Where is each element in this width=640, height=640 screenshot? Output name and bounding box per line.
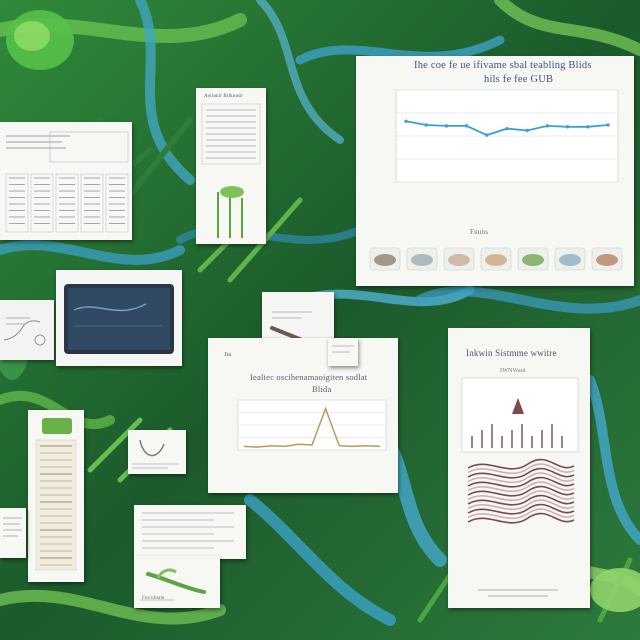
table-grid [5, 131, 129, 233]
plot-area [461, 377, 579, 453]
chart2-title-line1: Iealiec oscihenamaoigiten sodlat [250, 372, 368, 382]
chart2-header: Jia [224, 352, 232, 358]
list-header-icon [42, 418, 72, 434]
data-point [586, 125, 590, 129]
card-heading: Aviinnil Bilkoodr [204, 94, 243, 99]
line-chart [369, 89, 623, 271]
table-text-lines [6, 135, 70, 149]
monitor-card [56, 270, 182, 366]
wave-line [467, 503, 575, 515]
schematic-card [0, 300, 54, 360]
data-point [404, 119, 408, 123]
rhythm-card: Inkwin Sistmme wwitre IWNWaui [448, 328, 590, 608]
chart-title-line2: hils fe fee GUB [484, 74, 554, 85]
strip-lines [332, 345, 354, 353]
table-column [105, 173, 129, 233]
spike-chart-card: Jia Iealiec oscihenamaoigiten sodlat Bli… [208, 338, 398, 493]
waveform-figure [461, 377, 579, 597]
table-card [0, 122, 132, 240]
data-point [485, 133, 489, 137]
wave-line [467, 476, 575, 488]
wave-line [467, 485, 575, 497]
icon-glyph [485, 254, 507, 266]
chart2-title-line2: Blida [312, 384, 332, 394]
form-card: Aviinnil Bilkoodr [196, 88, 266, 244]
strip-card [328, 338, 358, 366]
data-point [505, 126, 509, 131]
icon-glyph [522, 254, 544, 266]
plant-sketch [140, 568, 206, 601]
table-column [55, 173, 79, 233]
chart-footer: Fuuns [470, 228, 489, 236]
small-note-card [0, 508, 26, 558]
line-chart-card: Ihe coe fe ue ifivame sbal teabling Blid… [356, 56, 634, 286]
wave-line [467, 499, 575, 511]
rhythm-card-title: Inkwin Sistmme wwitre [466, 348, 557, 358]
table-header-box [49, 131, 129, 163]
schematic-sketch [0, 300, 54, 360]
icon-glyph [448, 254, 470, 266]
monitor-screen [56, 270, 182, 366]
data-point [606, 123, 610, 127]
hook-card [128, 430, 186, 474]
wave-line [467, 467, 575, 479]
series-line [243, 406, 381, 448]
icon-glyph [411, 254, 433, 266]
table-column [30, 173, 54, 233]
rhythm-card-subtitle: IWNWaui [500, 368, 526, 374]
hook-sketch [132, 439, 178, 469]
icon-glyph [559, 254, 581, 266]
chart-title-line1: Ihe coe fe ue ifivame sbal teabling Blid… [414, 60, 592, 71]
plant-card-label: Ferrulnam [142, 596, 165, 601]
curve-card [8, 298, 54, 360]
bottom-form-card [134, 505, 246, 559]
icon-glyph [374, 254, 396, 266]
data-point [545, 124, 550, 128]
icon-glyph [596, 254, 618, 266]
vertical-list-card [28, 410, 84, 582]
table-column [80, 173, 104, 233]
peak-marker [512, 398, 524, 414]
wave-line [467, 494, 575, 506]
wave-line [467, 481, 575, 493]
wave-line [467, 512, 575, 524]
data-point [424, 123, 428, 127]
note-lines [3, 517, 22, 537]
data-point [444, 124, 449, 128]
caption-lines [478, 589, 558, 597]
vertical-list [35, 418, 77, 571]
spike-line-chart [237, 399, 387, 451]
data-point [525, 128, 529, 133]
form-lines [142, 512, 234, 549]
form-lines [201, 103, 261, 238]
data-point [464, 124, 469, 128]
list-body [35, 439, 77, 571]
wave-line [467, 472, 575, 484]
wave-line [467, 463, 575, 475]
data-point [565, 125, 570, 129]
form-box [201, 103, 261, 165]
wave-line [467, 458, 575, 470]
plant-card: Ferrulnam [134, 556, 220, 608]
table-column [5, 173, 29, 233]
wave-line [467, 508, 575, 520]
plant-leaf [220, 186, 244, 198]
wave-line [467, 490, 575, 502]
